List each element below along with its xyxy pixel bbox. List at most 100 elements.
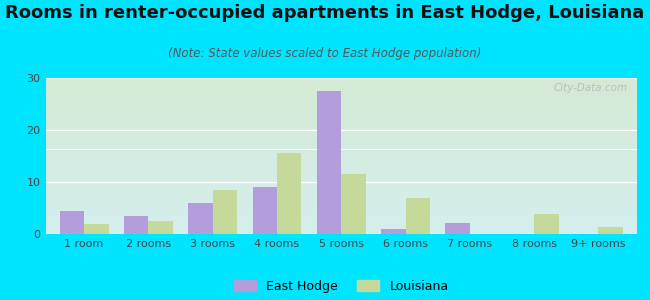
Bar <box>46 176 637 177</box>
Bar <box>341 174 366 234</box>
Bar <box>46 121 637 122</box>
Bar <box>46 98 637 99</box>
Bar <box>46 146 637 147</box>
Bar <box>46 187 637 188</box>
Bar <box>46 87 637 88</box>
Bar <box>46 173 637 174</box>
Bar <box>46 163 637 164</box>
Bar <box>46 110 637 112</box>
Text: City-Data.com: City-Data.com <box>554 83 628 93</box>
Bar <box>46 143 637 144</box>
Bar <box>46 112 637 113</box>
Bar <box>46 168 637 169</box>
Bar <box>534 214 558 234</box>
Bar <box>46 211 637 212</box>
Bar <box>46 182 637 183</box>
Bar <box>46 195 637 196</box>
Bar <box>46 109 637 110</box>
Bar <box>599 227 623 234</box>
Bar <box>46 204 637 206</box>
Bar <box>188 203 213 234</box>
Bar <box>46 196 637 198</box>
Bar <box>46 227 637 229</box>
Bar <box>317 91 341 234</box>
Bar <box>46 116 637 117</box>
Bar <box>46 120 637 121</box>
Bar <box>46 229 637 230</box>
Bar <box>46 221 637 222</box>
Bar <box>46 230 637 231</box>
Bar <box>46 225 637 226</box>
Bar <box>46 142 637 143</box>
Bar <box>46 103 637 104</box>
Bar <box>46 85 637 86</box>
Bar <box>46 114 637 116</box>
Bar <box>46 170 637 172</box>
Bar <box>60 211 84 234</box>
Bar <box>46 100 637 101</box>
Bar <box>46 122 637 124</box>
Bar <box>46 200 637 202</box>
Bar <box>46 179 637 181</box>
Bar <box>46 101 637 103</box>
Bar <box>46 222 637 224</box>
Bar <box>46 156 637 157</box>
Bar <box>46 218 637 220</box>
Bar <box>46 152 637 153</box>
Bar <box>46 106 637 108</box>
Bar <box>46 159 637 160</box>
Bar <box>46 184 637 186</box>
Bar <box>46 183 637 184</box>
Bar <box>46 126 637 128</box>
Bar <box>84 224 109 234</box>
Bar <box>46 144 637 145</box>
Bar <box>46 188 637 190</box>
Bar <box>46 164 637 165</box>
Bar <box>46 169 637 170</box>
Bar <box>46 148 637 149</box>
Bar <box>46 178 637 179</box>
Bar <box>46 90 637 91</box>
Bar <box>46 105 637 106</box>
Bar <box>46 130 637 131</box>
Bar <box>46 92 637 94</box>
Bar <box>277 153 302 234</box>
Bar <box>46 131 637 133</box>
Bar <box>213 190 237 234</box>
Legend: East Hodge, Louisiana: East Hodge, Louisiana <box>229 274 454 298</box>
Bar <box>46 153 637 155</box>
Bar <box>124 216 148 234</box>
Bar <box>46 186 637 187</box>
Bar <box>46 217 637 218</box>
Bar <box>46 214 637 216</box>
Bar <box>46 157 637 159</box>
Bar <box>46 134 637 135</box>
Bar <box>46 192 637 194</box>
Bar <box>46 207 637 208</box>
Text: Rooms in renter-occupied apartments in East Hodge, Louisiana: Rooms in renter-occupied apartments in E… <box>5 4 645 22</box>
Bar <box>46 78 637 79</box>
Bar <box>46 209 637 211</box>
Bar <box>46 226 637 227</box>
Bar <box>46 82 637 83</box>
Bar <box>406 198 430 234</box>
Bar <box>46 94 637 95</box>
Bar <box>46 79 637 81</box>
Bar <box>46 133 637 134</box>
Bar <box>46 138 637 139</box>
Bar <box>46 113 637 114</box>
Bar <box>46 81 637 82</box>
Bar <box>46 118 637 120</box>
Bar <box>46 220 637 221</box>
Bar <box>46 149 637 151</box>
Bar <box>46 135 637 136</box>
Bar <box>46 160 637 161</box>
Bar <box>46 191 637 192</box>
Bar <box>46 213 637 214</box>
Bar <box>46 117 637 118</box>
Bar <box>46 151 637 152</box>
Bar <box>46 147 637 148</box>
Bar <box>46 206 637 207</box>
Bar <box>46 155 637 156</box>
Bar <box>46 140 637 142</box>
